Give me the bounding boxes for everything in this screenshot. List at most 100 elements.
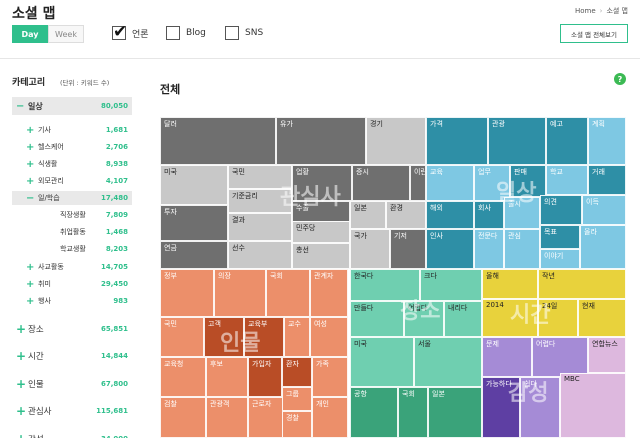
checkbox-empty-icon[interactable]: [225, 26, 239, 40]
treemap-cell[interactable]: 근로자: [248, 397, 288, 438]
treemap-cell[interactable]: 기저: [390, 229, 426, 269]
checkbox-checked-icon[interactable]: [112, 22, 127, 42]
treemap-cell[interactable]: 쉽다: [520, 377, 560, 438]
expand-icon[interactable]: +: [16, 377, 27, 391]
source-press-checkbox[interactable]: 언론: [112, 22, 149, 42]
treemap-cell[interactable]: 국가: [350, 229, 390, 269]
treemap-cell[interactable]: 가격: [426, 117, 488, 165]
treemap-cell[interactable]: 국회: [398, 387, 428, 438]
category-row[interactable]: 직장생활 7,809: [12, 208, 132, 222]
treemap-cell[interactable]: 올라: [580, 225, 626, 269]
expand-icon[interactable]: +: [26, 261, 35, 273]
category-row[interactable]: + 외모관리 4,107: [12, 174, 132, 188]
treemap-cell[interactable]: 전문다: [474, 229, 504, 269]
treemap-cell[interactable]: 환자: [282, 357, 312, 387]
treemap-cell[interactable]: 이야기: [540, 249, 580, 269]
treemap-cell[interactable]: 가입자: [248, 357, 282, 397]
treemap-cell[interactable]: 업황: [292, 165, 352, 201]
category-row[interactable]: + 관심사 115,681: [12, 402, 132, 420]
treemap-cell[interactable]: 24일: [538, 299, 578, 337]
collapse-icon[interactable]: −: [26, 192, 35, 204]
category-row[interactable]: + 장소 65,851: [12, 320, 132, 338]
treemap-cell[interactable]: 의장: [214, 269, 266, 317]
category-row[interactable]: +감성34,000: [12, 430, 132, 438]
week-tab[interactable]: Week: [48, 25, 84, 43]
treemap-cell[interactable]: 학교: [546, 165, 588, 195]
checkbox-empty-icon[interactable]: [166, 26, 180, 40]
treemap-cell[interactable]: 서울: [414, 337, 482, 387]
treemap-cell[interactable]: 업무: [474, 165, 510, 201]
category-row[interactable]: + 기사 1,681: [12, 123, 132, 137]
collapse-icon[interactable]: −: [16, 100, 25, 112]
treemap-cell[interactable]: 기준금리: [228, 189, 292, 213]
question-icon[interactable]: ?: [614, 73, 626, 85]
expand-icon[interactable]: +: [26, 141, 35, 153]
treemap-cell[interactable]: 만들다: [350, 301, 404, 337]
expand-icon[interactable]: +: [16, 432, 28, 438]
treemap-cell[interactable]: 어렵다: [404, 301, 444, 337]
treemap-cell[interactable]: 크다: [420, 269, 482, 301]
treemap-cell[interactable]: 내리다: [444, 301, 482, 337]
treemap-cell[interactable]: 선수: [228, 241, 292, 269]
treemap-cell[interactable]: 교육부: [244, 317, 284, 357]
treemap-cell[interactable]: 목표: [540, 225, 580, 249]
view-all-button[interactable]: 소셜 맵 전체보기: [560, 24, 628, 43]
treemap-cell[interactable]: 연금: [160, 241, 228, 269]
treemap-cell[interactable]: 유가: [276, 117, 366, 165]
treemap-cell[interactable]: 이란: [410, 165, 426, 201]
treemap-cell[interactable]: 국회: [266, 269, 310, 317]
treemap-cell[interactable]: 일본: [350, 201, 386, 229]
treemap-cell[interactable]: 문제: [482, 337, 532, 377]
treemap-cell[interactable]: 관계자: [310, 269, 348, 317]
expand-icon[interactable]: +: [16, 349, 27, 363]
category-row[interactable]: + 헬스케어 2,706: [12, 140, 132, 154]
treemap-cell[interactable]: 교수: [284, 317, 310, 357]
treemap-cell[interactable]: 판매: [510, 165, 546, 197]
treemap-cell[interactable]: 공항: [350, 387, 398, 438]
treemap-cell[interactable]: 경기: [366, 117, 426, 165]
category-row[interactable]: + 행사 983: [12, 294, 132, 308]
treemap-cell[interactable]: 결과: [228, 213, 292, 241]
category-row[interactable]: + 시간 14,844: [12, 347, 132, 365]
treemap-cell[interactable]: 거래: [588, 165, 626, 195]
expand-icon[interactable]: +: [26, 278, 35, 290]
expand-icon[interactable]: +: [16, 322, 27, 336]
treemap-cell[interactable]: 관심: [504, 229, 540, 269]
treemap-cell[interactable]: 일본: [428, 387, 482, 438]
category-row[interactable]: 취업활동 1,468: [12, 225, 132, 239]
category-row[interactable]: + 취미 29,450: [12, 277, 132, 291]
treemap-cell[interactable]: 교육: [426, 165, 474, 201]
treemap-cell[interactable]: 경찰: [282, 411, 312, 438]
treemap-cell[interactable]: 총선: [292, 243, 350, 269]
treemap-cell[interactable]: 가능하다: [482, 377, 520, 438]
breadcrumb-home[interactable]: Home: [574, 7, 596, 15]
category-row[interactable]: 학교생활 8,203: [12, 242, 132, 256]
treemap-cell[interactable]: 가족: [312, 357, 348, 397]
treemap-cell[interactable]: 미국: [160, 165, 228, 205]
treemap-cell[interactable]: 작년: [538, 269, 626, 299]
treemap-cell[interactable]: 정부: [160, 269, 214, 317]
expand-icon[interactable]: +: [26, 158, 35, 170]
treemap-cell[interactable]: 예고: [546, 117, 588, 165]
source-blog-checkbox[interactable]: Blog: [166, 25, 206, 41]
expand-icon[interactable]: +: [26, 295, 35, 307]
treemap-cell[interactable]: MBC: [560, 373, 626, 438]
treemap-cell[interactable]: 어렵다: [532, 337, 588, 377]
treemap-cell[interactable]: 한국다: [350, 269, 420, 301]
treemap-cell[interactable]: 계획: [588, 117, 626, 165]
treemap-cell[interactable]: 고객: [204, 317, 244, 357]
expand-icon[interactable]: +: [26, 124, 35, 136]
treemap-cell[interactable]: 국민: [228, 165, 292, 189]
source-sns-checkbox[interactable]: SNS: [225, 25, 263, 41]
treemap-cell[interactable]: 의견: [540, 195, 582, 225]
expand-icon[interactable]: +: [26, 175, 35, 187]
treemap-cell[interactable]: 달러: [160, 117, 276, 165]
treemap-cell[interactable]: 민주당: [292, 221, 350, 243]
treemap-cell[interactable]: 인사: [426, 229, 474, 269]
treemap-cell[interactable]: 관광객: [206, 397, 248, 438]
treemap-cell[interactable]: 연합뉴스: [588, 337, 626, 373]
treemap-cell[interactable]: 후보: [206, 357, 248, 397]
treemap-cell[interactable]: 관광: [488, 117, 546, 165]
category-row[interactable]: − 일/학습 17,480: [12, 191, 132, 205]
treemap-cell[interactable]: 교육청: [160, 357, 206, 397]
